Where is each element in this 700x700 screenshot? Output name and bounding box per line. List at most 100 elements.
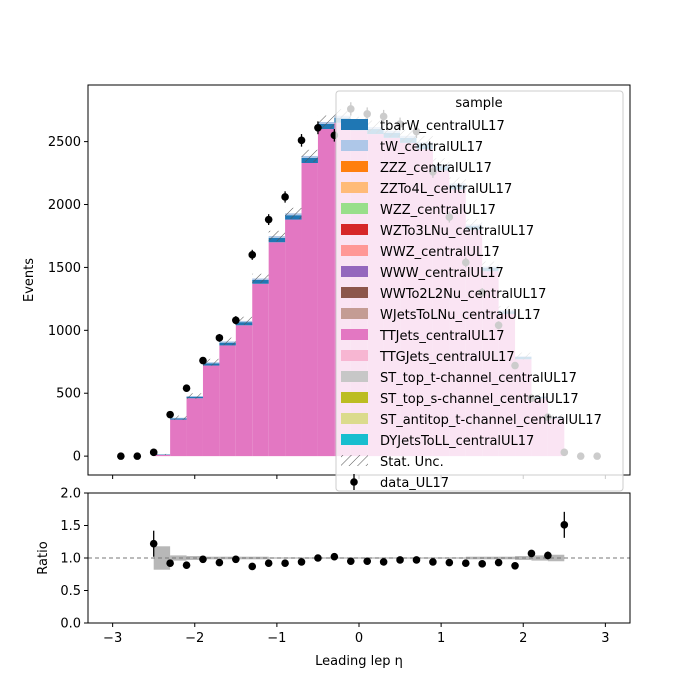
legend-label: WWW_centralUL17 bbox=[380, 266, 504, 281]
bar-TTJets_centralUL17-4 bbox=[219, 345, 236, 457]
legend-swatch bbox=[341, 119, 368, 130]
ratio-plot-layer bbox=[88, 511, 630, 571]
ratio-point bbox=[478, 560, 486, 568]
legend-swatch bbox=[341, 245, 368, 256]
stat-unc-band-5 bbox=[235, 316, 253, 326]
ratio-unc-band bbox=[400, 557, 417, 559]
ratio-unc-band bbox=[498, 556, 516, 560]
ratio-y-axis-label: Ratio bbox=[36, 541, 51, 574]
ratio-y-tick-label: 1.0 bbox=[60, 552, 81, 567]
ratio-x-axis: −3 −2 −1 0 1 2 3 bbox=[103, 623, 610, 646]
data-point bbox=[264, 215, 273, 224]
ratio-unc-band bbox=[547, 554, 565, 562]
ratio-x-tick-label: 0 bbox=[355, 631, 363, 646]
data-point bbox=[182, 384, 191, 392]
legend-label: ST_top_t-channel_centralUL17 bbox=[380, 371, 577, 386]
bar-TTJets_centralUL17-3 bbox=[202, 365, 220, 457]
ratio-point bbox=[166, 559, 174, 567]
ratio-unc-band bbox=[268, 557, 286, 559]
legend-box bbox=[335, 90, 624, 492]
y-tick-label: 1000 bbox=[48, 324, 81, 339]
legend-label: tbarW_centralUL17 bbox=[380, 119, 505, 134]
ratio-x-axis-label: Leading lep η bbox=[315, 654, 403, 669]
ratio-point bbox=[314, 554, 322, 562]
data-point bbox=[117, 452, 125, 460]
ratio-point bbox=[461, 559, 470, 567]
legend-swatch bbox=[341, 308, 368, 319]
data-point bbox=[297, 136, 306, 145]
legend-swatch bbox=[341, 413, 368, 424]
stat-unc-band-3 bbox=[202, 358, 220, 366]
ratio-y-tick-label: 0.0 bbox=[60, 617, 81, 632]
data-point bbox=[281, 193, 289, 201]
legend-label: data_UL17 bbox=[380, 476, 449, 491]
ratio-point bbox=[346, 557, 355, 566]
data-point bbox=[199, 356, 207, 365]
ratio-x-tick-label: −3 bbox=[103, 631, 122, 646]
stat-unc-band-0 bbox=[153, 453, 171, 455]
legend-label: WZTo3LNu_centralUL17 bbox=[380, 224, 534, 239]
ratio-point bbox=[149, 539, 158, 548]
stat-unc-band-4 bbox=[219, 337, 236, 346]
ratio-point bbox=[264, 559, 273, 567]
legend-label: WWZ_centralUL17 bbox=[380, 245, 500, 260]
ratio-x-tick-label: −1 bbox=[267, 631, 286, 646]
ratio-point bbox=[544, 551, 552, 560]
ratio-x-tick-label: 3 bbox=[601, 631, 609, 646]
ratio-point bbox=[396, 556, 404, 564]
y-tick-label: 2500 bbox=[48, 135, 81, 150]
ratio-unc-band bbox=[350, 557, 368, 559]
ratio-point bbox=[330, 552, 339, 561]
ratio-unc-band bbox=[252, 556, 269, 560]
stat-unc-band-8 bbox=[285, 207, 302, 219]
y-tick-label: 1500 bbox=[48, 261, 81, 276]
ratio-point bbox=[379, 558, 388, 566]
ratio-point bbox=[494, 558, 503, 567]
stat-unc-band-1 bbox=[170, 415, 187, 420]
ratio-panel: 0.0 0.5 1.0 1.5 2.0 −3 −2 −1 0 1 2 3 Ratio Leading… bbox=[36, 487, 631, 669]
data-point bbox=[166, 410, 174, 419]
ratio-y-tick-label: 1.5 bbox=[60, 519, 81, 534]
main-y-axis-label: Events bbox=[22, 258, 37, 302]
ratio-x-tick-label: −2 bbox=[185, 631, 204, 646]
legend-label: ST_top_s-channel_centralUL17 bbox=[380, 392, 579, 407]
bar-TTJets_centralUL17-2 bbox=[186, 398, 203, 457]
legend-swatch bbox=[341, 287, 368, 298]
legend-label: ZZZ_centralUL17 bbox=[380, 161, 492, 176]
ratio-point bbox=[199, 555, 207, 564]
ratio-point bbox=[281, 559, 289, 567]
bar-TTJets_centralUL17-1 bbox=[170, 419, 187, 457]
legend-title: sample bbox=[455, 96, 502, 111]
stat-unc-band-10 bbox=[317, 115, 335, 129]
bar-TTJets_centralUL17-0 bbox=[153, 454, 171, 457]
ratio-unc-band bbox=[170, 555, 187, 561]
bar-TTJets_centralUL17-5 bbox=[235, 325, 253, 457]
legend-swatch-hatch bbox=[341, 455, 368, 466]
bar-TTJets_centralUL17-6 bbox=[252, 283, 269, 457]
main-y-axis: 0 500 1000 1500 2000 2500 bbox=[48, 135, 88, 465]
stat-unc-band-6 bbox=[252, 273, 269, 284]
legend-swatch bbox=[341, 161, 368, 172]
stat-unc-band-7 bbox=[268, 230, 286, 242]
data-point bbox=[215, 334, 224, 342]
ratio-point bbox=[297, 558, 306, 566]
ratio-point bbox=[363, 557, 372, 566]
data-point bbox=[248, 251, 257, 259]
legend-label: TTGJets_centralUL17 bbox=[379, 350, 515, 365]
ratio-unc-band bbox=[202, 556, 220, 560]
ratio-unc-band bbox=[449, 557, 466, 559]
ratio-point bbox=[429, 558, 437, 566]
ratio-y-tick-label: 2.0 bbox=[60, 487, 81, 502]
ratio-point bbox=[232, 555, 240, 564]
ratio-x-tick-label: 1 bbox=[437, 631, 445, 646]
y-tick-label: 2000 bbox=[48, 198, 81, 213]
legend-label: tW_centralUL17 bbox=[380, 140, 483, 155]
legend-label: WWTo2L2Nu_centralUL17 bbox=[380, 287, 546, 302]
bar-TTJets_centralUL17-10 bbox=[317, 129, 335, 457]
ratio-unc-band bbox=[301, 557, 318, 559]
bar-TTJets_centralUL17-9 bbox=[301, 163, 318, 457]
legend-label: ZZTo4L_centralUL17 bbox=[380, 182, 512, 197]
ratio-unc-band bbox=[219, 556, 236, 560]
bar-TTJets_centralUL17-7 bbox=[268, 242, 286, 457]
